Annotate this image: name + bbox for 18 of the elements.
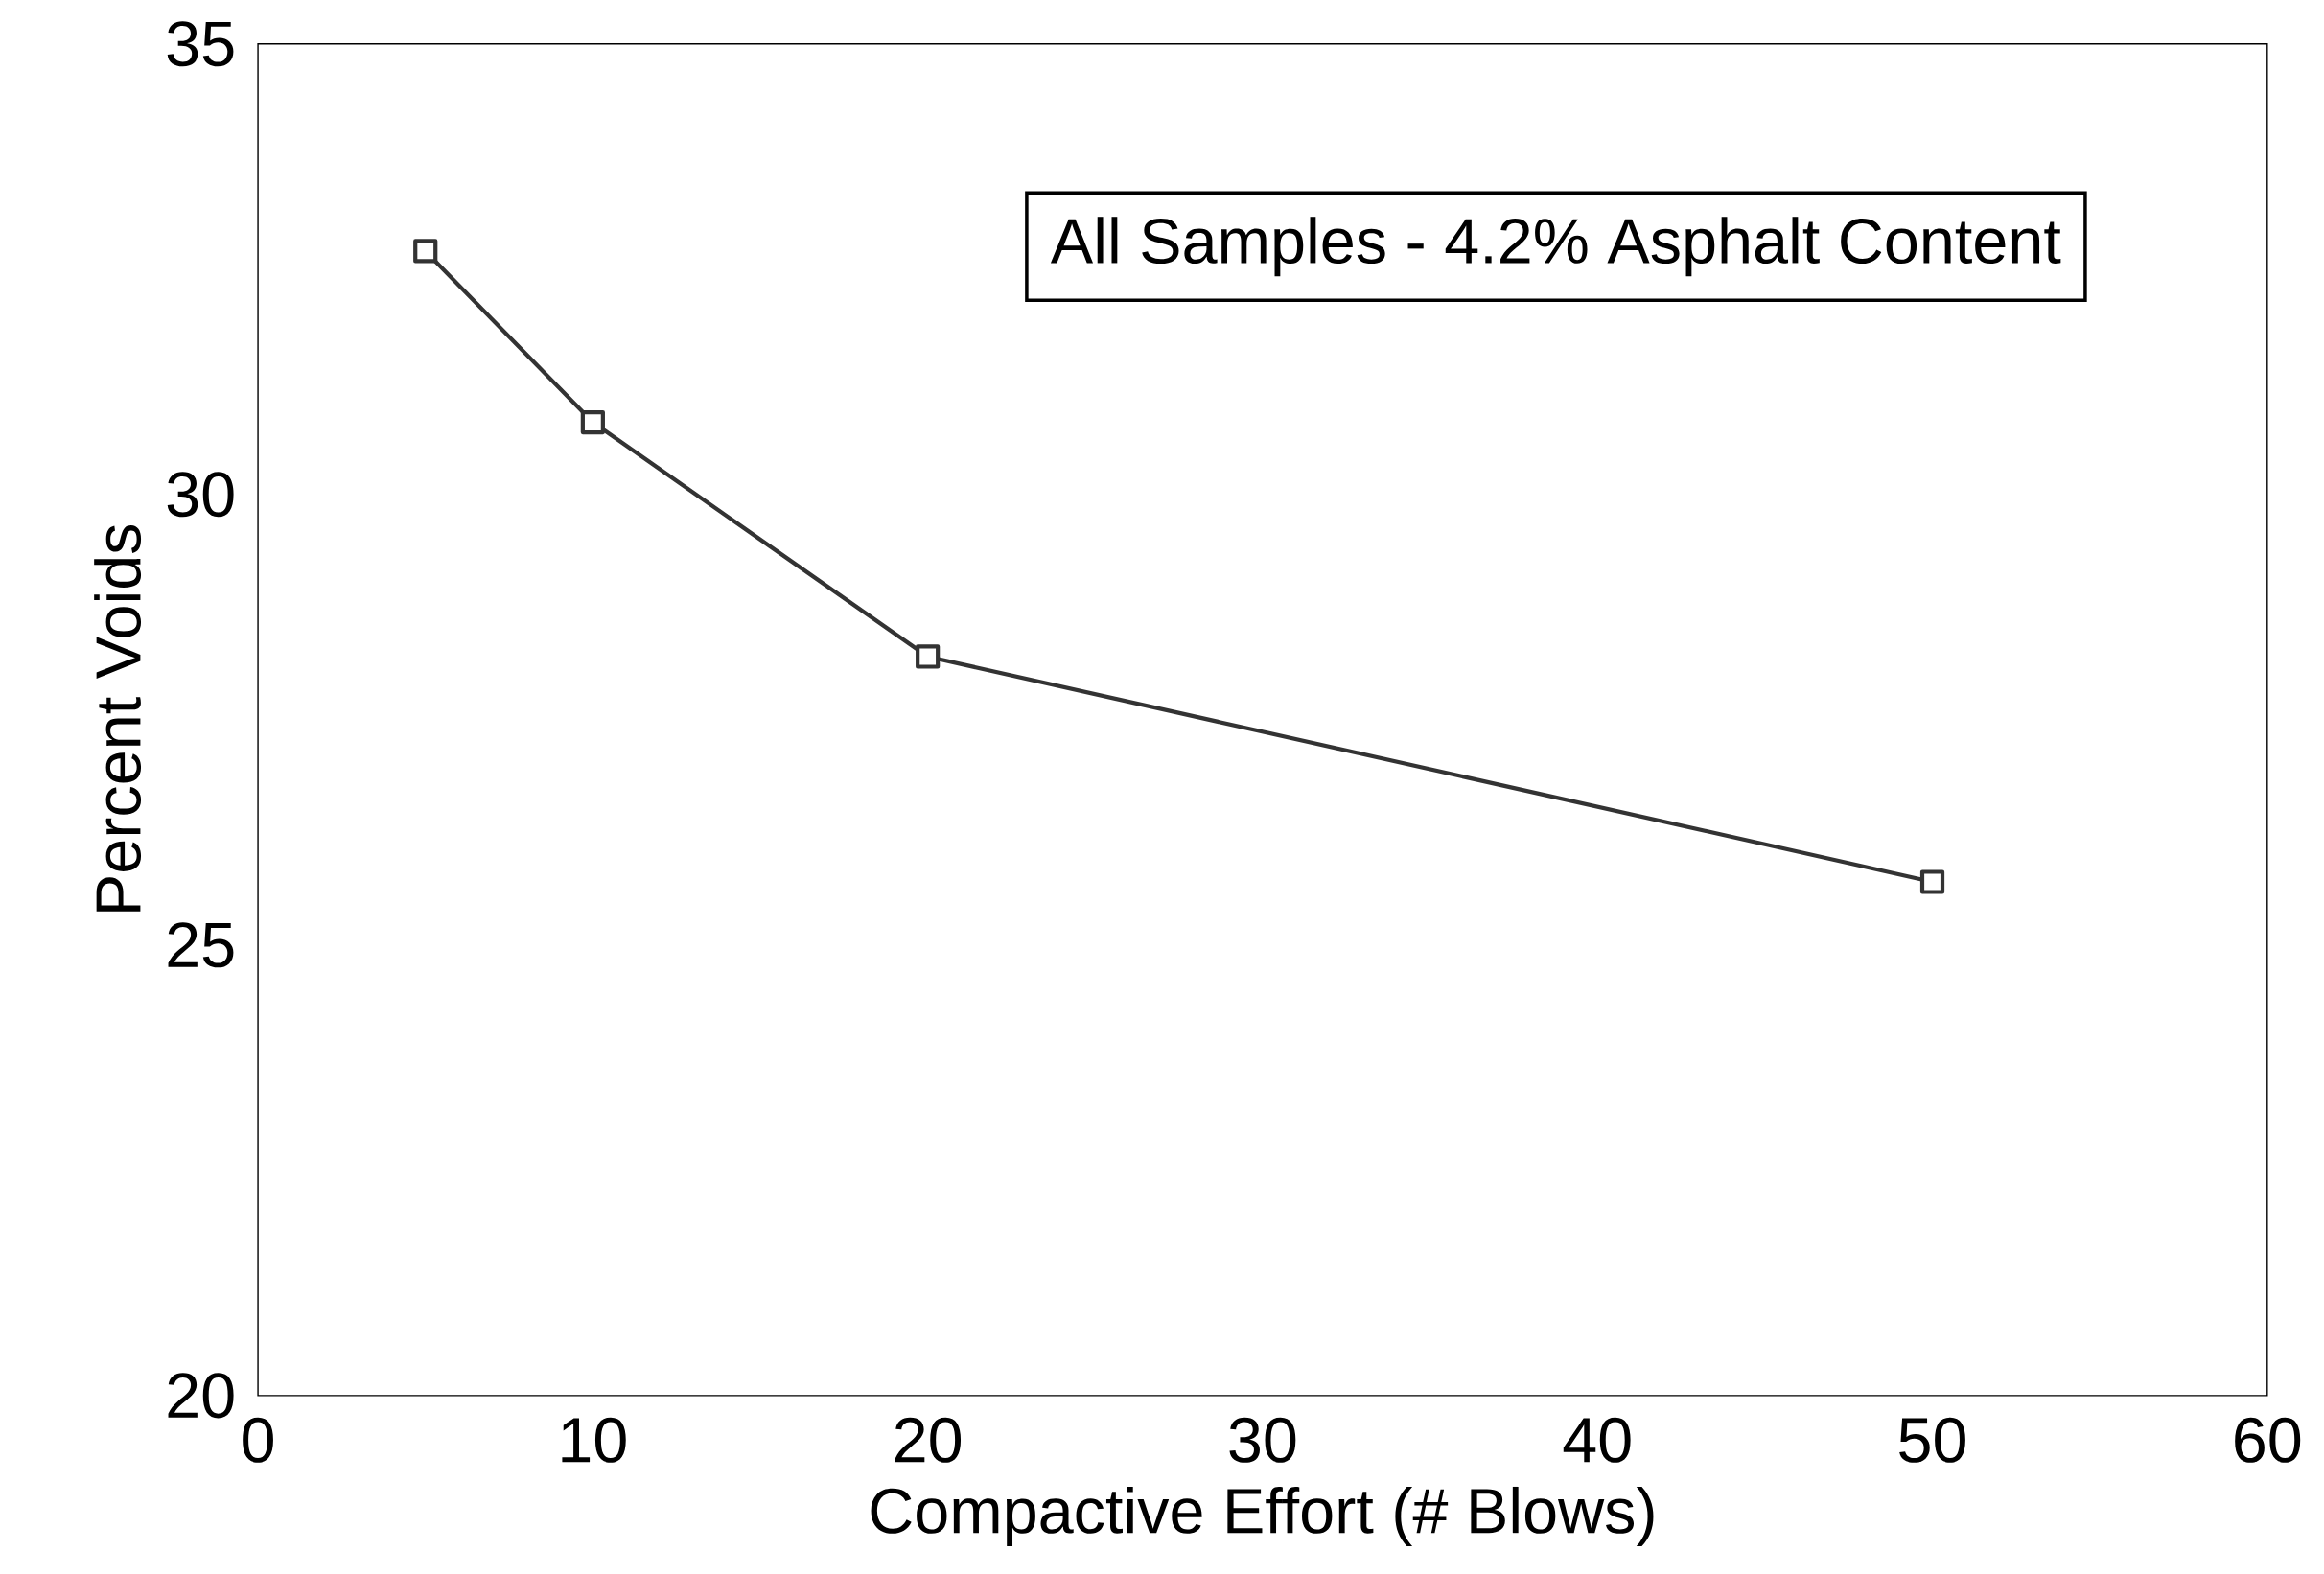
y-tick-label: 20 [168,1373,234,1419]
annotation: All Samples - 4.2% Asphalt Content [1050,217,2061,277]
y-tick-label: 25 [168,922,234,968]
point [580,409,605,435]
x-tick-label: 0 [243,1417,273,1463]
y-tick-label: 35 [167,21,234,67]
x-tick-label: 60 [2235,1417,2301,1463]
y-tick-label: 30 [167,472,234,518]
x-tick-label: 30 [1229,1417,1296,1463]
x-axis-title: Compactive Effort (# Blows) [871,1486,1654,1546]
point [1919,869,1945,894]
x-tick-label: 10 [562,1417,626,1463]
point [413,239,438,264]
x-tick-label: 40 [1563,1417,1631,1463]
y-axis-title: Percent Voids [94,524,142,912]
x-tick-label: 20 [895,1417,962,1463]
point [916,644,941,669]
x-tick-label: 50 [1899,1417,1965,1463]
